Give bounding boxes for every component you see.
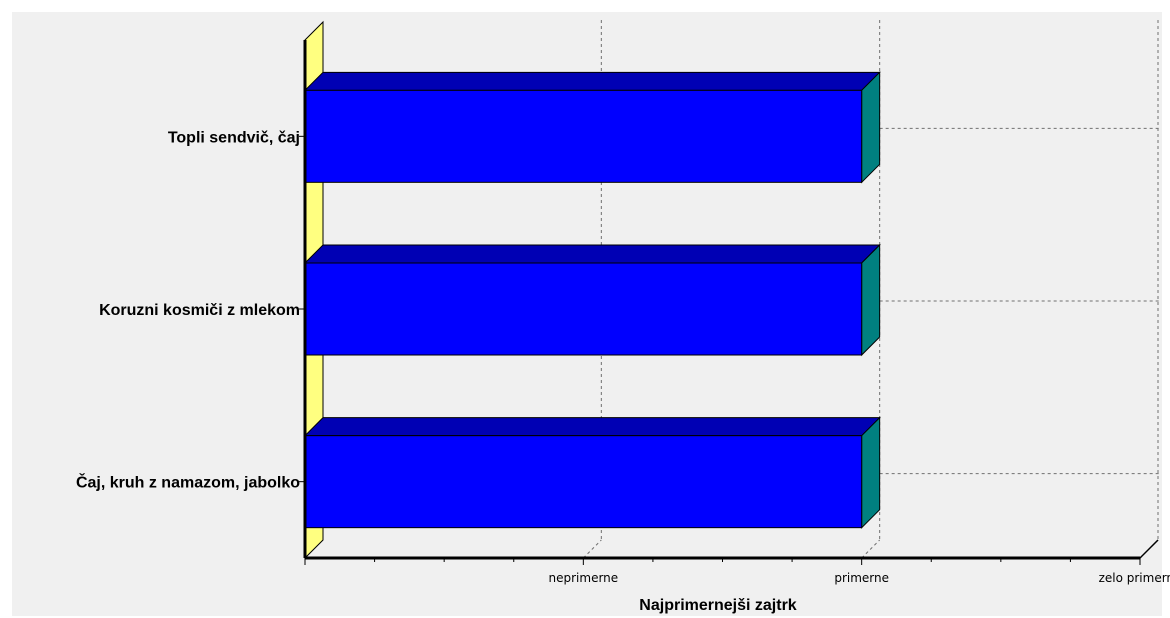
category-label-1: Koruzni kosmiči z mlekom: [99, 302, 300, 319]
bar-top-1: [303, 244, 881, 264]
x-axis-title: Najprimernejši zajtrk: [639, 597, 797, 614]
bar-top-0: [303, 71, 881, 91]
x-axis: neprimerne primerne zelo primerne: [299, 40, 1170, 585]
x-tick-label-2: zelo primerne: [1099, 571, 1170, 585]
category-label-0: Topli sendvič, čaj: [168, 129, 300, 146]
bar-side-0: [861, 71, 881, 184]
x-tick-label-1: primerne: [834, 571, 889, 585]
bar-0: [303, 71, 881, 184]
bar-front-2: [304, 435, 863, 529]
bar-front-0: [304, 89, 863, 183]
bars: [303, 71, 881, 529]
x-tick-label-0: neprimerne: [549, 571, 619, 585]
bar-front-1: [304, 262, 863, 356]
bar-side-2: [861, 416, 881, 529]
bar-1: [303, 243, 881, 357]
bar-2: [303, 416, 881, 529]
floor-gridline-0: [582, 539, 602, 559]
category-label-2: Čaj, kruh z namazom, jabolko: [76, 473, 300, 492]
bar-side-1: [861, 243, 881, 357]
x-axis-depth-edge: [1139, 539, 1159, 559]
category-labels: Topli sendvič, čaj Koruzni kosmiči z mlek…: [76, 129, 300, 491]
floor-gridline-1: [861, 539, 881, 559]
bar-top-2: [303, 417, 881, 437]
